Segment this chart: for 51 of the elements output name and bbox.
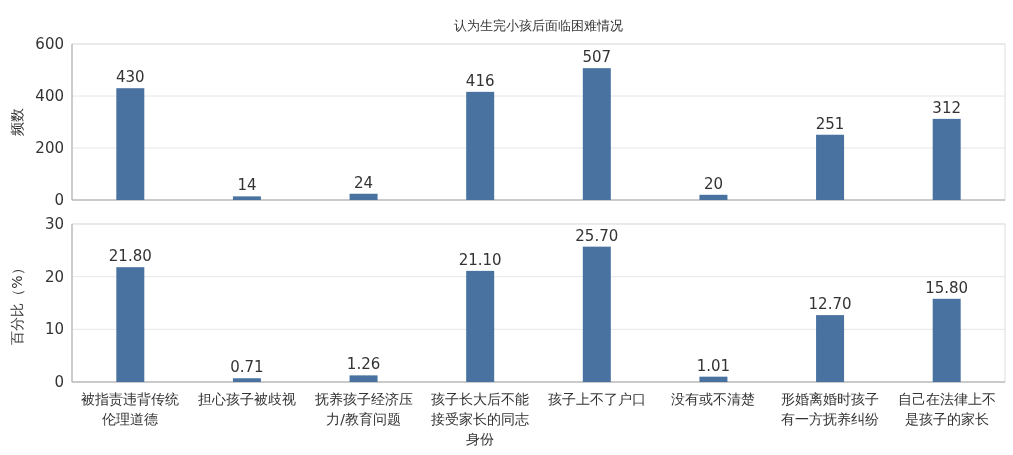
bar bbox=[932, 118, 961, 200]
data-label: 1.01 bbox=[696, 356, 731, 375]
x-tick-label: 抚养孩子经济压力/教育问题 bbox=[313, 391, 413, 427]
data-label: 24 bbox=[354, 173, 374, 192]
bar bbox=[582, 68, 611, 200]
y-tick-label: 400 bbox=[35, 87, 64, 105]
bar bbox=[116, 267, 145, 382]
data-label: 20 bbox=[703, 174, 723, 193]
y-tick-label: 30 bbox=[44, 215, 64, 233]
data-label: 507 bbox=[582, 48, 612, 67]
bar bbox=[582, 246, 611, 382]
data-label: 21.80 bbox=[108, 247, 152, 266]
chart-title: 认为生完小孩后面临困难情况 bbox=[454, 18, 623, 33]
y-tick-label: 20 bbox=[44, 267, 64, 286]
data-label: 312 bbox=[932, 98, 962, 117]
x-tick-label: 没有或不清楚 bbox=[671, 391, 756, 407]
bar bbox=[699, 376, 728, 382]
bar bbox=[116, 88, 145, 200]
x-tick-label: 担心孩子被歧视 bbox=[197, 391, 296, 407]
data-label: 0.71 bbox=[230, 358, 264, 377]
data-label: 1.26 bbox=[346, 355, 381, 374]
data-label: 430 bbox=[115, 68, 145, 87]
y-tick-label: 10 bbox=[44, 320, 64, 339]
data-label: 14 bbox=[237, 176, 257, 195]
bar bbox=[816, 134, 845, 200]
x-tick-label: 孩子上不了户口 bbox=[547, 391, 646, 407]
bar bbox=[349, 193, 378, 200]
bar bbox=[349, 375, 378, 382]
y-axis-title: 频数 bbox=[9, 108, 25, 136]
data-label: 25.70 bbox=[575, 226, 619, 245]
data-label: 15.80 bbox=[925, 278, 969, 297]
bar bbox=[466, 91, 495, 200]
y-tick-label: 200 bbox=[35, 139, 64, 157]
y-tick-label: 600 bbox=[35, 35, 64, 53]
bar bbox=[232, 196, 261, 200]
x-tick-label: 被指责违背传统伦理道德 bbox=[81, 391, 180, 427]
data-label: 12.70 bbox=[808, 295, 852, 314]
data-label: 21.10 bbox=[458, 250, 502, 269]
data-label: 416 bbox=[465, 71, 495, 90]
y-axis-title: 百分比（%） bbox=[9, 261, 25, 345]
bar bbox=[932, 298, 961, 382]
x-tick-label: 孩子长大后不能接受家长的同志身份 bbox=[431, 391, 530, 447]
x-tick-label: 形婚离婚时孩子有一方抚养纠纷 bbox=[781, 391, 880, 427]
y-tick-label: 0 bbox=[54, 191, 64, 209]
bar bbox=[699, 194, 728, 200]
bar bbox=[232, 378, 261, 382]
bar bbox=[816, 315, 845, 382]
data-label: 251 bbox=[815, 114, 845, 133]
bar bbox=[466, 270, 495, 382]
x-tick-label: 自己在法律上不是孩子的家长 bbox=[897, 391, 996, 427]
y-tick-label: 0 bbox=[54, 373, 64, 391]
